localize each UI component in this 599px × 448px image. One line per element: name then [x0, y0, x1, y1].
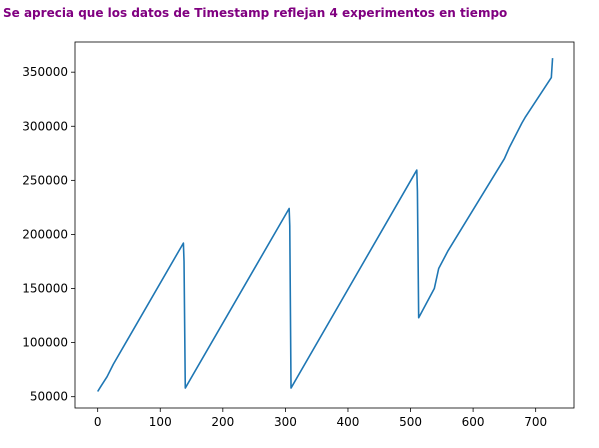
x-tick-label: 200: [211, 415, 234, 429]
y-tick-label: 150000: [22, 282, 68, 296]
y-tick-label: 200000: [22, 227, 68, 241]
page-title: Se aprecia que los datos de Timestamp re…: [3, 6, 508, 20]
x-tick-label: 700: [524, 415, 547, 429]
x-tick-label: 400: [337, 415, 360, 429]
y-tick-label: 100000: [22, 336, 68, 350]
x-axis: 0 100 200 300 400 500 600 700: [94, 408, 547, 429]
plot-frame: [74, 41, 575, 409]
y-tick-label: 350000: [22, 65, 68, 79]
y-tick-label: 50000: [30, 390, 68, 404]
y-tick-label: 250000: [22, 173, 68, 187]
x-tick-label: 300: [274, 415, 297, 429]
y-tick-label: 300000: [22, 119, 68, 133]
x-tick-label: 500: [399, 415, 422, 429]
plot-content: [96, 58, 554, 392]
x-tick-label: 600: [462, 415, 485, 429]
y-axis: 50000 100000 150000 200000 250000 300000 35000…: [22, 65, 75, 404]
x-tick-label: 100: [149, 415, 172, 429]
series-line-0: [96, 58, 554, 392]
x-tick-label: 0: [94, 415, 102, 429]
